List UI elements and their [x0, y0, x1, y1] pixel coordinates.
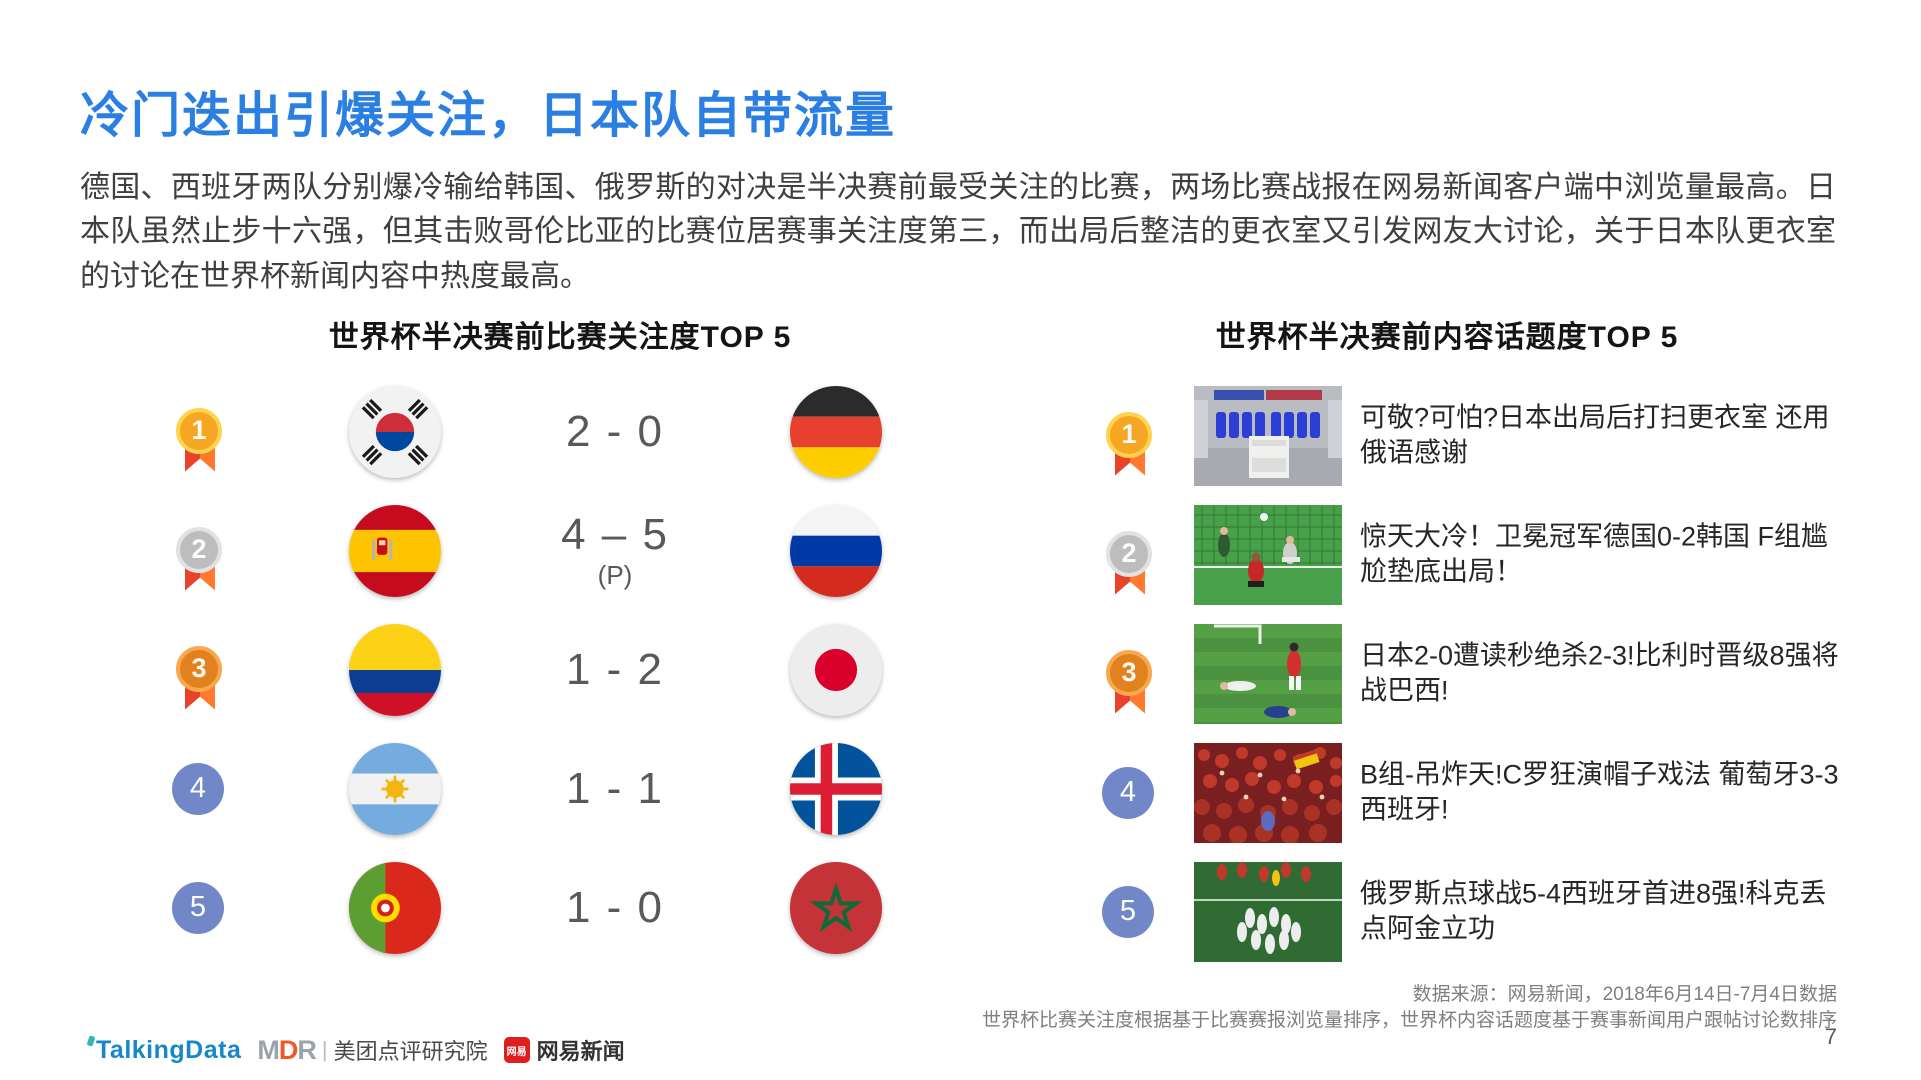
page-number: 7 — [1824, 1024, 1837, 1049]
table-row: 1 2 - 0 — [170, 372, 930, 491]
content-topic-list: 1 可敬?可怕?日本出局后打扫更衣室 还用俄语感谢 2 — [1100, 376, 1860, 971]
mdr-logo-label: 美团点评研究院 — [333, 1039, 488, 1064]
mdr-letter-d: D — [278, 1034, 298, 1065]
table-row: 4 1 - 1 — [170, 729, 930, 848]
news-headline: 可敬?可怕?日本出局后打扫更衣室 还用俄语感谢 — [1360, 401, 1830, 468]
right-section-title: 世界杯半决赛前内容话题度TOP 5 — [1215, 321, 1679, 354]
news-headline: B组-吊炸天!C罗狂演帽子戏法 葡萄牙3-3西班牙! — [1360, 758, 1839, 825]
logo-divider: | — [321, 1037, 328, 1062]
gold-medal-icon: 1 — [1106, 411, 1154, 476]
data-source-line1: 数据来源：网易新闻，2018年6月14日-7月4日数据 — [1412, 984, 1837, 1005]
list-item: 1 可敬?可怕?日本出局后打扫更衣室 还用俄语感谢 — [1100, 376, 1860, 495]
news-headline: 俄罗斯点球战5-4西班牙首进8强!科克丢点阿金立功 — [1360, 877, 1827, 944]
bronze-medal-icon: 3 — [1106, 649, 1154, 714]
score-text: 1 - 0 — [565, 882, 665, 932]
list-item: 2 惊天大冷！卫冕冠军德国0-2韩国 F组尴尬垫底出局！ — [1100, 495, 1860, 614]
colombia-flag-icon — [349, 623, 441, 716]
iceland-flag-icon — [790, 742, 882, 835]
score-text: 1 - 2 — [565, 644, 665, 694]
germany-korea-goal-photo — [1194, 504, 1342, 605]
score-box: 2 - 0 — [515, 372, 715, 491]
red-fans-crowd-photo — [1194, 742, 1342, 843]
russia-spain-celebration-photo — [1194, 861, 1342, 962]
mdr-letter-m: M — [257, 1034, 279, 1065]
list-item: 3 日本2-0遭读秒绝杀2-3!比利时晋级8强将战巴西! — [1100, 614, 1860, 733]
score-text: 1 - 1 — [565, 763, 665, 813]
table-row: 2 4 – 5 (P) — [170, 491, 930, 610]
news-headline: 日本2-0遭读秒绝杀2-3!比利时晋级8强将战巴西! — [1360, 639, 1839, 706]
score-box: 1 - 2 — [515, 610, 715, 729]
rank-number: 2 — [176, 526, 222, 573]
argentina-flag-icon — [349, 742, 441, 835]
gold-medal-icon: 1 — [176, 407, 224, 472]
netease-logo-label: 网易新闻 — [536, 1039, 625, 1064]
rank-number: 1 — [1106, 411, 1152, 458]
score-box: 4 – 5 (P) — [515, 491, 715, 610]
bronze-medal-icon: 3 — [176, 645, 224, 710]
left-section-title: 世界杯半决赛前比赛关注度TOP 5 — [328, 321, 792, 354]
silver-medal-icon: 2 — [1106, 530, 1154, 595]
morocco-flag-icon — [790, 861, 882, 954]
locker-room-photo — [1194, 385, 1342, 486]
japan-belgium-photo — [1194, 623, 1342, 724]
score-box: 1 - 0 — [515, 848, 715, 967]
south-korea-flag-icon — [349, 385, 441, 478]
rank-number: 2 — [1106, 530, 1152, 577]
rank-number: 3 — [176, 645, 222, 692]
netease-news-logo: 网易 网易新闻 — [503, 1034, 625, 1066]
germany-flag-icon — [790, 385, 882, 478]
rank-badge: 5 — [1102, 885, 1154, 938]
talkingdata-tick-icon — [86, 1034, 96, 1047]
rank-badge: 5 — [172, 881, 224, 934]
score-text: 4 – 5 — [561, 510, 669, 559]
list-item: 4 B组-吊炸天!C罗狂演帽子戏法 葡萄牙3-3西班牙! — [1100, 733, 1860, 852]
netease-badge-icon: 网易 — [503, 1037, 530, 1063]
footer-logo-bar: TalkingData M D R | 美团点评研究院 网易 网易新闻 — [86, 1034, 625, 1066]
table-row: 3 1 - 2 — [170, 610, 930, 729]
score-note: (P) — [597, 560, 633, 590]
spain-flag-icon — [349, 504, 441, 597]
intro-paragraph: 德国、西班牙两队分别爆冷输给韩国、俄罗斯的对决是半决赛前最受关注的比赛，两场比赛… — [80, 171, 1836, 293]
score-text: 2 - 0 — [565, 406, 665, 456]
table-row: 5 1 - 0 — [170, 848, 930, 967]
news-headline: 惊天大冷！卫冕冠军德国0-2韩国 F组尴尬垫底出局！ — [1360, 520, 1829, 587]
data-source-line2: 世界杯比赛关注度根据基于比赛赛报浏览量排序，世界杯内容话题度基于赛事新闻用户跟帖… — [981, 1009, 1837, 1031]
data-source-note: 数据来源：网易新闻，2018年6月14日-7月4日数据 世界杯比赛关注度根据基于… — [982, 982, 1837, 1033]
portugal-flag-icon — [349, 861, 441, 954]
rank-badge: 4 — [1102, 766, 1154, 819]
meituan-dianping-research-logo: M D R | 美团点评研究院 — [257, 1034, 487, 1066]
talkingdata-logo: TalkingData — [86, 1034, 242, 1065]
talkingdata-logo-text: TalkingData — [96, 1035, 242, 1064]
japan-flag-icon — [790, 623, 882, 716]
russia-flag-icon — [790, 504, 882, 597]
page-title: 冷门迭出引爆关注，日本队自带流量 — [80, 89, 897, 143]
rank-badge: 4 — [172, 762, 224, 815]
rank-number: 1 — [176, 407, 222, 454]
rank-number: 3 — [1106, 649, 1152, 696]
silver-medal-icon: 2 — [176, 526, 224, 591]
list-item: 5 俄罗斯点球战5-4西班牙首进8强!科克丢点阿金立功 — [1100, 852, 1860, 971]
score-box: 1 - 1 — [515, 729, 715, 848]
mdr-letter-r: R — [297, 1034, 316, 1065]
match-attention-list: 1 2 - 0 2 — [170, 372, 930, 967]
